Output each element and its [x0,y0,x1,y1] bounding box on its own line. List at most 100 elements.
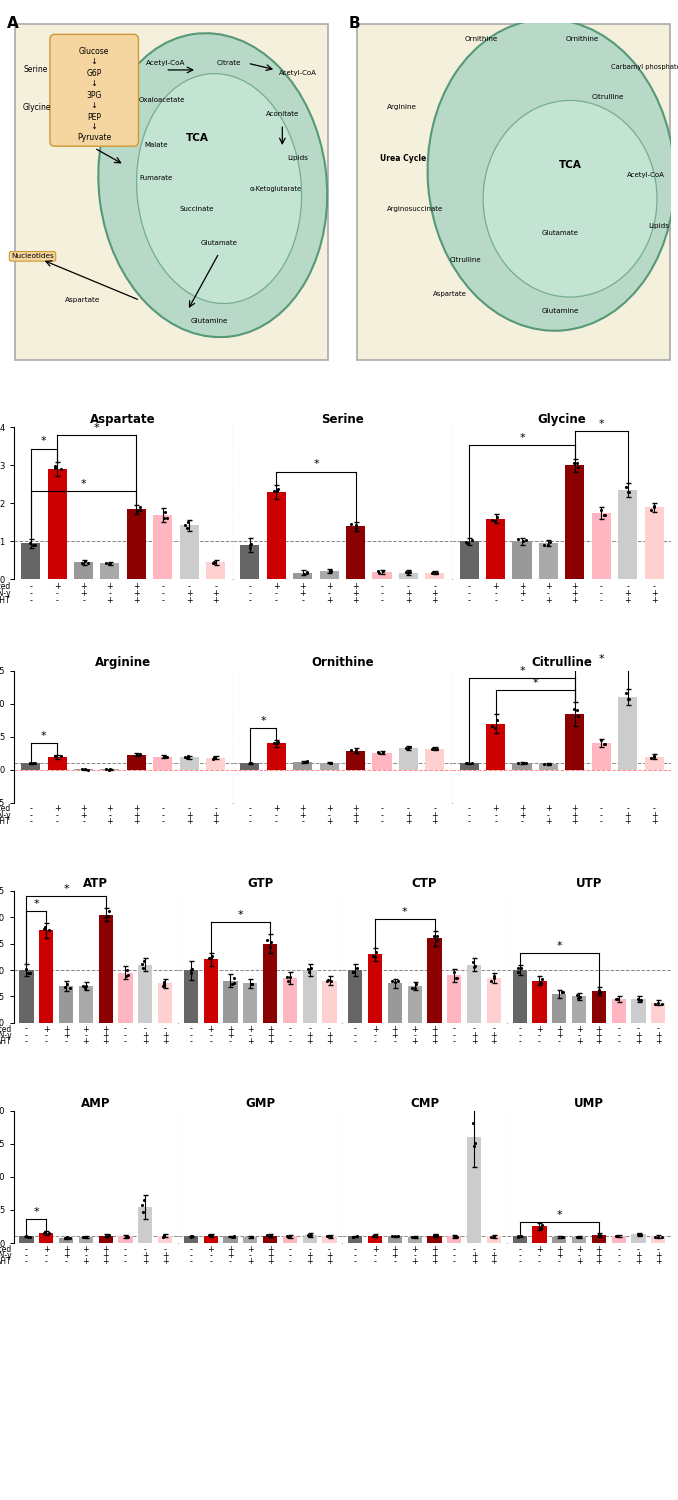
Point [633,988,644,1012]
Text: +: + [142,1251,148,1260]
Text: +: + [545,818,552,827]
Text: Citrulline: Citrulline [450,256,481,262]
Text: +: + [326,597,332,606]
Text: +: + [83,1036,89,1046]
Text: -: - [45,1251,47,1260]
Bar [651,1236,666,1244]
Bar [223,981,237,1023]
Point [390,1224,401,1248]
Bar [407,986,422,1023]
Point [512,1224,523,1248]
Bar [19,970,34,1023]
Text: -: - [249,804,252,813]
Point [49,454,60,478]
Point [612,987,622,1011]
Point [568,698,579,721]
Point [347,960,358,984]
Bar [302,970,317,1023]
Bar [322,981,337,1023]
Point [431,561,442,585]
Point [521,528,532,552]
Point [121,1226,132,1250]
Point [137,1192,148,1216]
Bar [158,1236,172,1244]
Text: +: + [572,818,578,827]
Text: +: + [431,1024,438,1033]
Point [226,1226,237,1250]
Point [405,560,416,584]
Text: *: * [519,666,525,676]
Text: +: + [353,597,359,606]
Title: GTP: GTP [247,876,273,890]
Point [207,552,218,576]
Bar [572,996,586,1023]
Point [80,758,91,782]
Text: +: + [106,804,113,813]
Text: TCA: TCA [559,160,582,170]
Text: +: + [133,590,140,598]
Text: *: * [532,678,538,688]
Text: -: - [327,590,331,598]
Point [261,1222,272,1246]
Point [390,970,401,994]
Text: Infected: Infected [0,582,11,591]
Bar [467,964,481,1023]
Point [513,957,524,981]
Ellipse shape [483,100,657,297]
Text: +: + [431,1257,438,1266]
Point [159,972,170,996]
Bar [532,981,546,1023]
Point [39,1221,50,1245]
Text: -: - [56,590,58,598]
Point [351,516,361,540]
Text: Citrate: Citrate [216,60,241,66]
Point [352,956,363,980]
Point [80,975,91,999]
Text: Glutamate: Glutamate [201,240,237,246]
Point [534,970,545,994]
Point [572,986,583,1010]
Text: +: + [595,1024,602,1033]
Point [635,988,646,1012]
Point [593,1224,604,1248]
Bar [399,748,418,770]
Text: +: + [471,1251,477,1260]
Text: -: - [249,1251,252,1260]
Point [64,1226,75,1250]
Point [326,750,337,774]
Text: Ornithine: Ornithine [566,36,599,42]
Point [39,916,50,940]
Text: +: + [300,590,306,598]
Text: -: - [380,818,384,827]
Point [460,531,471,555]
Point [24,1224,35,1248]
Point [449,1224,460,1248]
Bar [612,1236,626,1244]
Text: -: - [380,590,384,598]
Text: -: - [288,1245,292,1254]
Bar [618,698,637,770]
Point [302,750,313,774]
Text: +: + [431,1251,438,1260]
Text: -: - [626,804,629,813]
Text: -: - [161,818,164,827]
Text: *: * [260,716,266,726]
Point [77,974,88,998]
Text: -: - [189,1251,193,1260]
Point [452,1226,463,1250]
Text: +: + [326,804,332,813]
Text: +: + [595,1257,602,1266]
Bar [592,992,606,1023]
Text: Serine: Serine [23,66,47,75]
Point [28,752,39,776]
Point [410,1226,420,1250]
Bar [127,509,146,579]
Point [653,1224,664,1248]
Text: +: + [300,804,306,813]
Text: -: - [275,812,278,820]
Text: -: - [600,582,603,591]
Bar [592,1234,606,1244]
Text: +: + [247,1257,254,1266]
Text: +: + [80,590,87,598]
Bar [127,754,146,770]
